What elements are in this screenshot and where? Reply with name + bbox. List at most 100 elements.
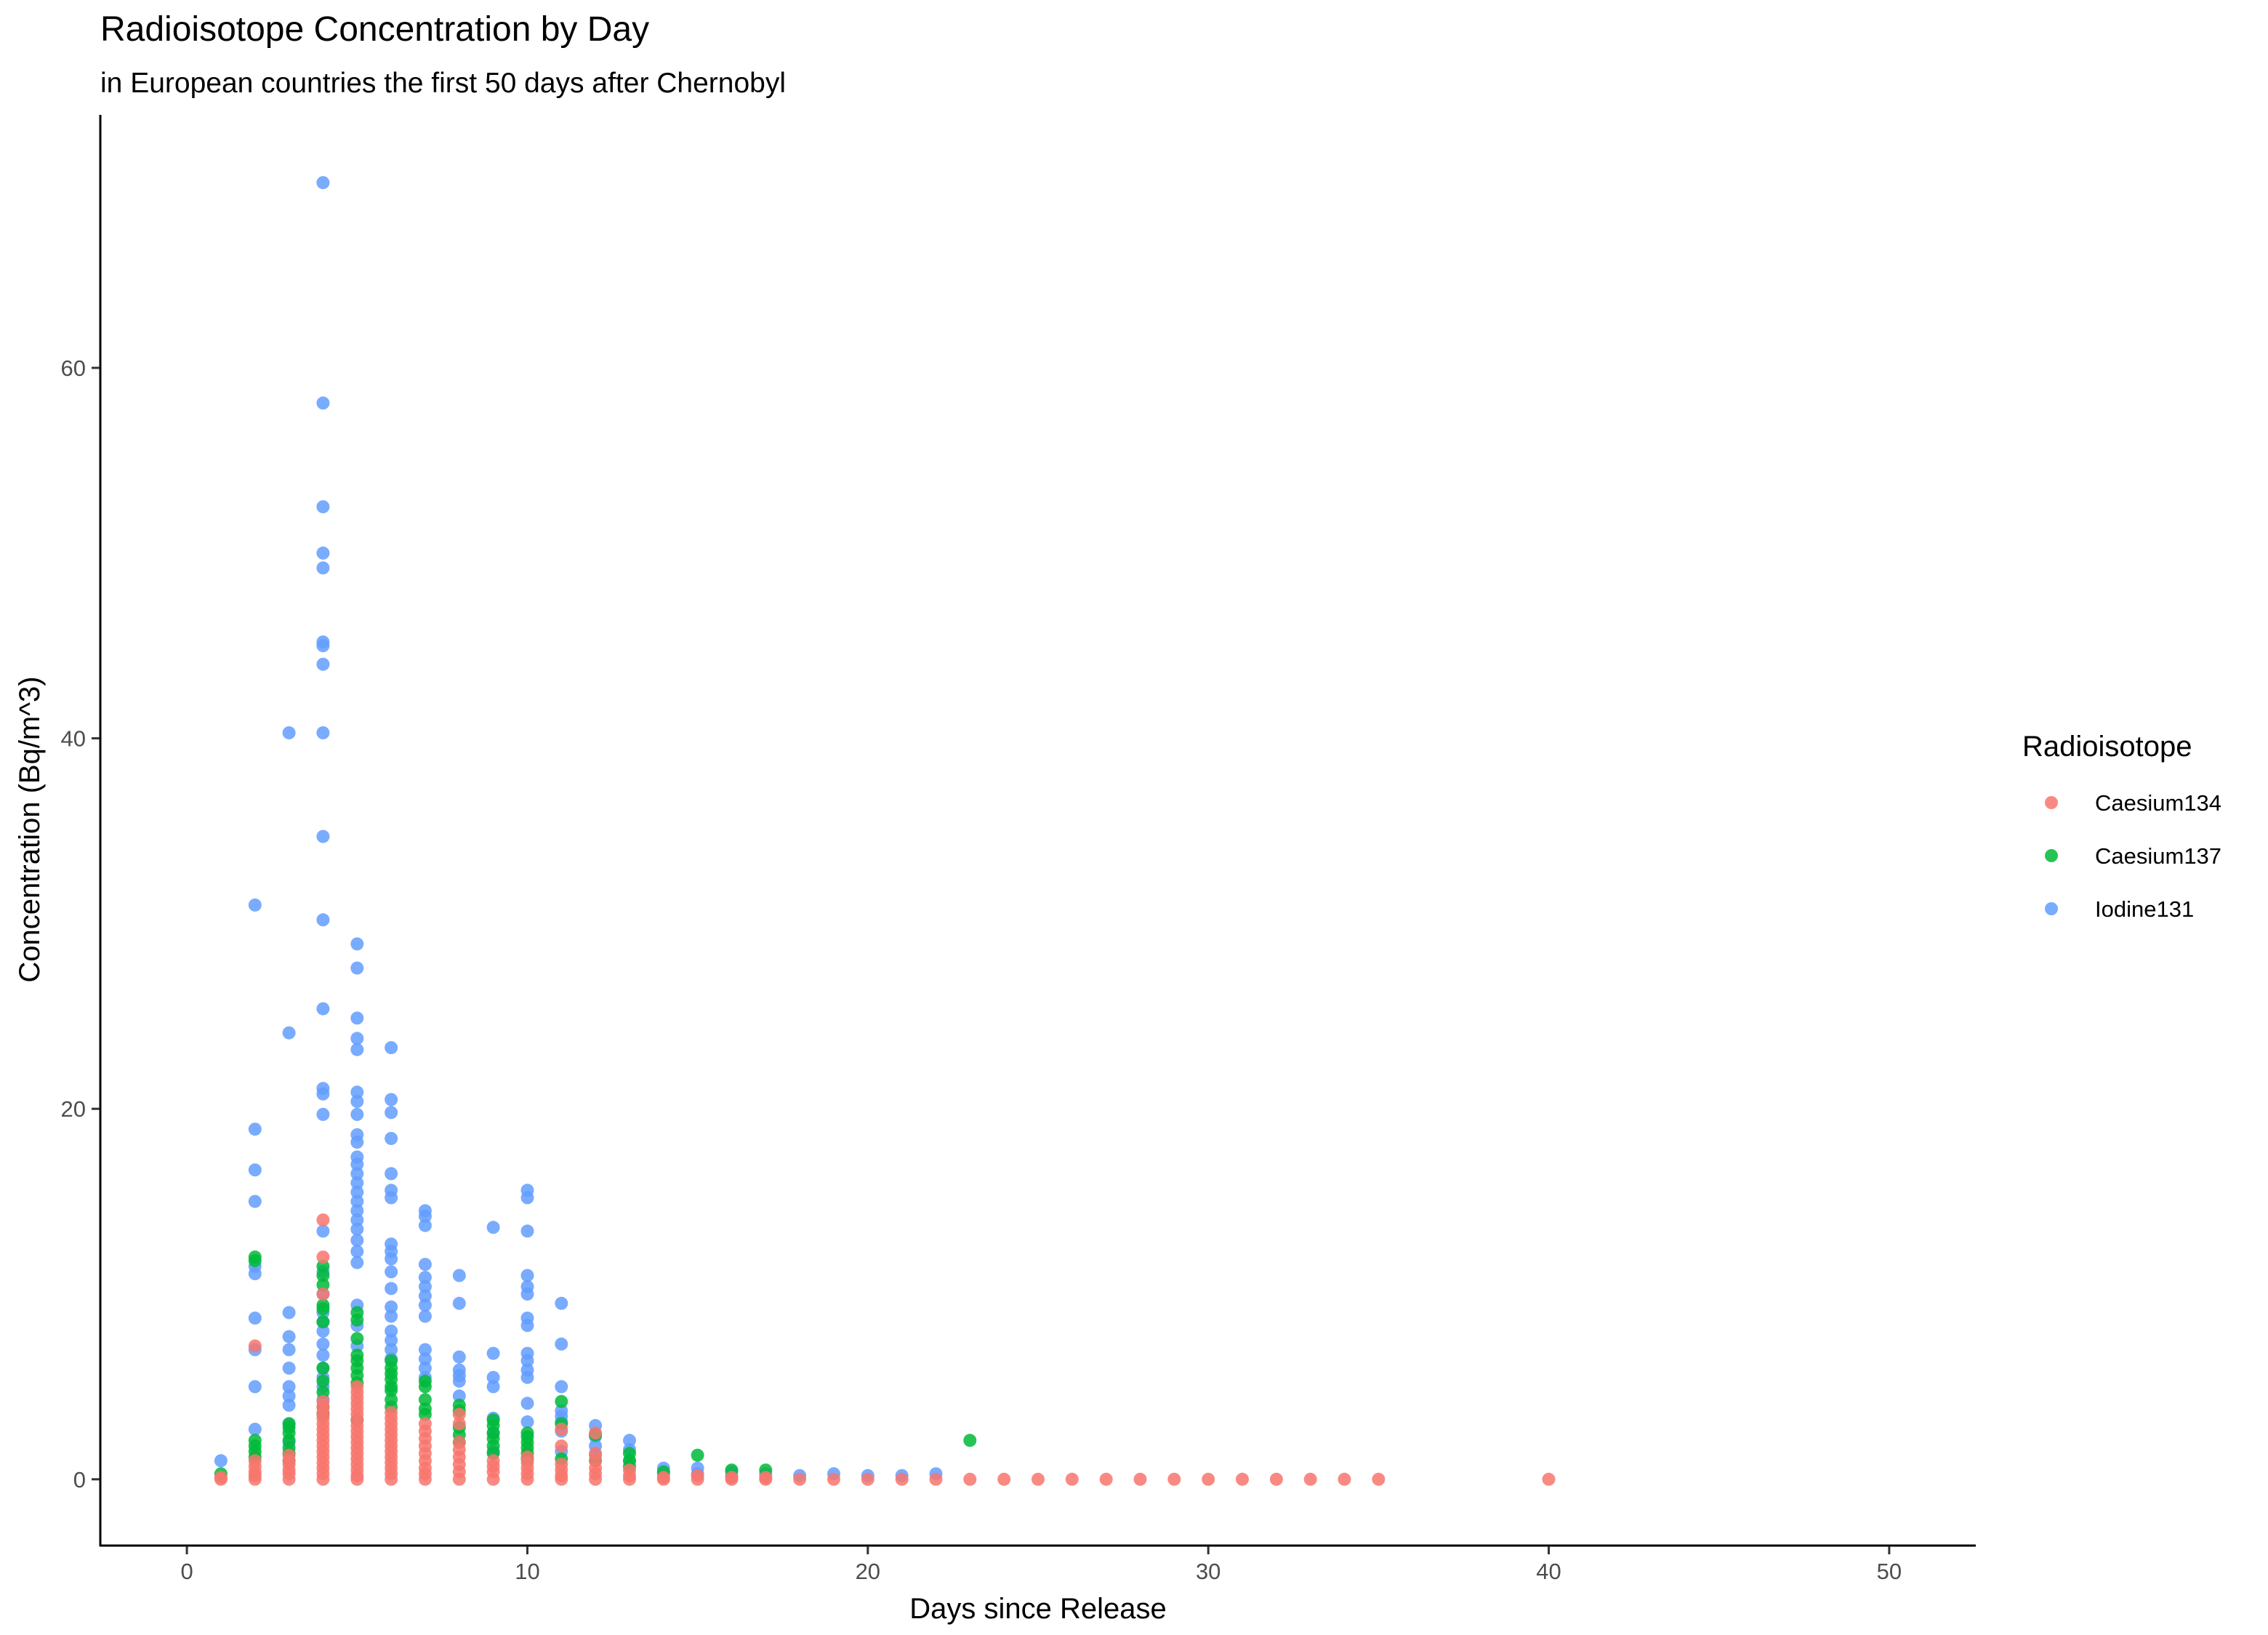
data-point [1542, 1472, 1556, 1486]
data-point [385, 1472, 398, 1486]
data-point [248, 1267, 262, 1280]
data-point [520, 1370, 534, 1384]
data-point [350, 1204, 364, 1218]
data-point [316, 1374, 330, 1388]
data-point [316, 1315, 330, 1329]
data-point [316, 1087, 330, 1101]
data-point [1372, 1472, 1386, 1486]
data-point [385, 1300, 398, 1314]
data-point [282, 726, 296, 739]
data-point [520, 1397, 534, 1410]
data-point [385, 1309, 398, 1323]
data-point [248, 1254, 262, 1268]
data-point [282, 1343, 296, 1357]
data-point [385, 1383, 398, 1397]
data-point [1338, 1472, 1351, 1486]
data-point [350, 1176, 364, 1190]
data-point [248, 1311, 262, 1325]
data-point [452, 1417, 466, 1431]
data-point [350, 1472, 364, 1486]
data-point [350, 937, 364, 951]
data-point [963, 1434, 977, 1447]
data-point [316, 1213, 330, 1227]
data-point [350, 1213, 364, 1227]
data-point [248, 898, 262, 912]
data-point [316, 1361, 330, 1375]
x-tick-label: 40 [1536, 1559, 1561, 1584]
y-tick-label: 20 [61, 1096, 86, 1122]
data-point [385, 1132, 398, 1145]
data-point [385, 1191, 398, 1205]
data-point [418, 1271, 432, 1285]
legend-key [2045, 902, 2058, 915]
data-point [316, 1386, 330, 1399]
data-point [452, 1389, 466, 1403]
data-point [214, 1454, 228, 1468]
data-point [1032, 1472, 1045, 1486]
data-point [350, 961, 364, 975]
data-point [316, 726, 330, 739]
data-point [350, 1332, 364, 1346]
data-point [555, 1423, 568, 1436]
data-point [1303, 1472, 1317, 1486]
series-caesium134 [214, 1213, 1556, 1486]
data-point [316, 1107, 330, 1121]
data-point [316, 657, 330, 671]
data-point [963, 1472, 977, 1486]
data-point [350, 1107, 364, 1121]
data-point [520, 1319, 534, 1333]
data-point [248, 1423, 262, 1436]
data-point [385, 1041, 398, 1055]
data-point [589, 1426, 603, 1440]
data-point [385, 1093, 398, 1106]
data-point [316, 1269, 330, 1282]
data-point [691, 1472, 704, 1486]
data-point [555, 1394, 568, 1408]
data-point [316, 829, 330, 843]
chart-title: Radioisotope Concentration by Day [100, 10, 649, 49]
data-point [895, 1472, 909, 1486]
data-point [418, 1210, 432, 1223]
data-point [555, 1296, 568, 1310]
data-point [555, 1380, 568, 1394]
legend-label: Caesium134 [2095, 790, 2221, 816]
data-point [486, 1380, 500, 1394]
data-point [316, 639, 330, 653]
data-point [316, 1337, 330, 1351]
data-point [350, 1256, 364, 1269]
x-tick-label: 30 [1196, 1559, 1221, 1584]
data-point [1202, 1472, 1215, 1486]
legend-label: Caesium137 [2095, 843, 2221, 869]
data-point [385, 1333, 398, 1347]
data-point [555, 1337, 568, 1351]
data-point [1269, 1472, 1283, 1486]
data-point [418, 1309, 432, 1323]
data-point [1099, 1472, 1113, 1486]
data-point [1236, 1472, 1249, 1486]
data-point [759, 1472, 773, 1486]
data-point [282, 1472, 296, 1486]
data-point [385, 1343, 398, 1357]
x-axis-ticks: 0 10 20 30 40 50 [180, 1546, 1902, 1584]
y-tick-label: 60 [61, 355, 86, 381]
chart-subtitle: in European countries the first 50 days … [100, 68, 786, 99]
data-point [452, 1350, 466, 1364]
y-axis-ticks: 0 20 40 60 [61, 355, 100, 1493]
data-point [827, 1472, 840, 1486]
data-point [555, 1472, 568, 1486]
data-point [385, 1282, 398, 1295]
data-point [520, 1287, 534, 1301]
data-point [316, 913, 330, 927]
data-point [282, 1330, 296, 1343]
data-point [282, 1389, 296, 1403]
data-point [350, 1043, 364, 1056]
data-point [385, 1325, 398, 1338]
data-point [418, 1258, 432, 1272]
data-point [418, 1280, 432, 1293]
data-point [316, 1250, 330, 1264]
x-tick-label: 50 [1877, 1559, 1902, 1584]
data-point [385, 1106, 398, 1120]
data-point [589, 1472, 603, 1486]
y-tick-label: 40 [61, 726, 86, 752]
data-point [350, 1245, 364, 1258]
